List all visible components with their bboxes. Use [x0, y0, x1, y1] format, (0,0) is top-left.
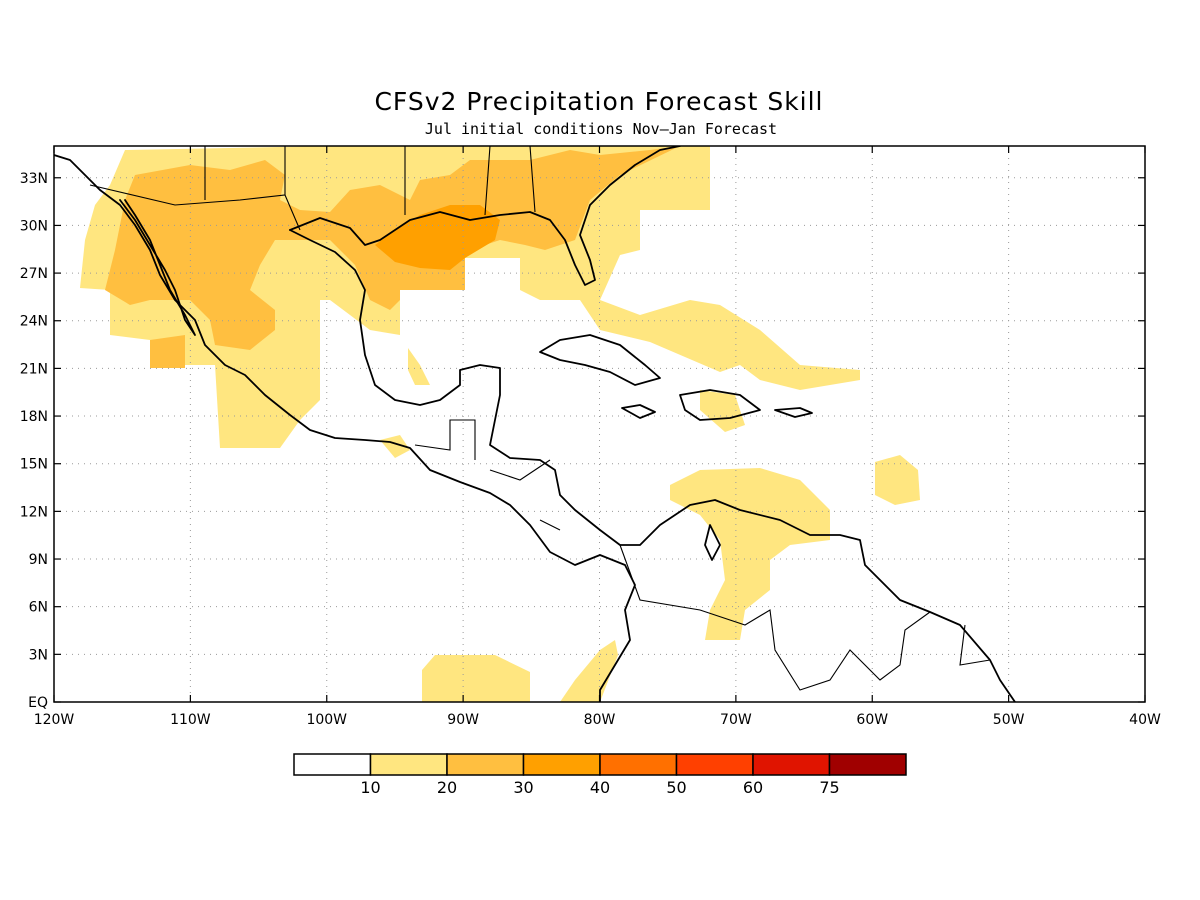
- x-tick-label: 50W: [993, 712, 1025, 728]
- caribbean-coast: [289, 229, 1016, 702]
- y-tick-label: 12N: [20, 504, 48, 520]
- colorbar-swatch-6: [752, 753, 831, 776]
- colorbar-label: 10: [360, 778, 380, 797]
- colorbar-swatch-2: [446, 753, 525, 776]
- skill-region-hispaniola: [700, 390, 745, 432]
- y-axis-ticks: EQ 3N 6N 9N 12N 15N 18N 21N 24N 27N 30N 33N: [20, 171, 1145, 711]
- y-tick-label: 3N: [29, 647, 48, 663]
- skill-region-venezuela: [670, 468, 830, 640]
- x-tick-label: 70W: [720, 712, 752, 728]
- y-tick-label: 24N: [20, 314, 48, 330]
- colorbar-swatch-1: [369, 753, 448, 776]
- x-tick-label: 110W: [170, 712, 211, 728]
- skill-region-baja: [150, 335, 185, 368]
- y-tick-label: 30N: [20, 218, 48, 234]
- y-tick-label: 9N: [29, 552, 48, 568]
- x-tick-label: 40W: [1129, 712, 1161, 728]
- us-state-borders: [204, 146, 536, 216]
- x-tick-label: 80W: [584, 712, 616, 728]
- x-axis-ticks: 120W 110W 100W 90W 80W 70W 60W 50W 40W: [34, 146, 1161, 728]
- lake-maracaibo: [704, 524, 721, 561]
- colorbar-label: 40: [590, 778, 610, 797]
- map-area: [54, 146, 1145, 702]
- y-tick-label: 6N: [29, 600, 48, 616]
- x-tick-label: 90W: [447, 712, 479, 728]
- colorbar-swatch-4: [599, 753, 678, 776]
- colorbar-label: 50: [666, 778, 686, 797]
- colorbar-label: 20: [437, 778, 457, 797]
- hispaniola: [679, 389, 761, 421]
- y-tick-label: 33N: [20, 171, 48, 187]
- skill-shading-30-40: [375, 205, 500, 270]
- colorbar-swatch-3: [522, 753, 601, 776]
- cuba: [539, 334, 661, 386]
- skill-region-gulf-max: [375, 205, 500, 270]
- x-tick-label: 120W: [34, 712, 75, 728]
- skill-region-colombia-coast: [560, 640, 618, 702]
- puerto-rico: [774, 407, 813, 418]
- us-gulf-coast: [289, 146, 681, 286]
- us-mexico-border: [89, 184, 301, 231]
- y-tick-label: 15N: [20, 457, 48, 473]
- colorbar-label: 75: [819, 778, 839, 797]
- political-borders: [89, 146, 991, 691]
- y-tick-label: 27N: [20, 266, 48, 282]
- skill-region-gulf-small: [408, 348, 430, 385]
- skill-region-atlantic: [875, 455, 920, 505]
- jamaica: [621, 404, 656, 419]
- map-subtitle: Jul initial conditions Nov–Jan Forecast: [425, 120, 777, 138]
- skill-region-guatemala-coast: [380, 435, 410, 458]
- colorbar-label: 60: [743, 778, 763, 797]
- baja-california: [119, 199, 196, 336]
- coastlines: [54, 146, 1016, 702]
- y-tick-label: EQ: [28, 695, 48, 711]
- x-tick-label: 100W: [306, 712, 347, 728]
- map-title: CFSv2 Precipitation Forecast Skill: [374, 87, 823, 116]
- colorbar-swatch-7: [828, 753, 907, 776]
- x-tick-label: 60W: [856, 712, 888, 728]
- colorbar-swatch-0: [293, 753, 372, 776]
- pacific-coast: [54, 154, 636, 702]
- colorbar-label: 30: [513, 778, 533, 797]
- colorbar-swatch-5: [675, 753, 754, 776]
- skill-region-pacific-south: [422, 655, 530, 702]
- y-tick-label: 18N: [20, 409, 48, 425]
- y-tick-label: 21N: [20, 361, 48, 377]
- country-borders: [414, 419, 991, 691]
- colorbar: 10 20 30 40 50 60 75: [293, 753, 907, 797]
